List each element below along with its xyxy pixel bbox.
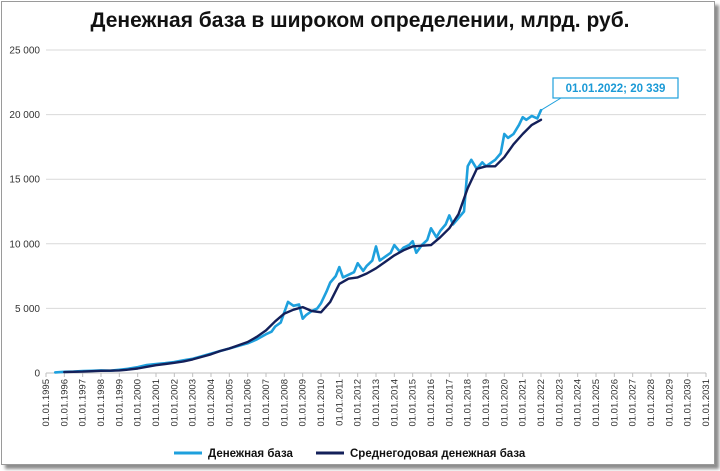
x-tick-label: 01.01.2000 <box>133 379 144 427</box>
y-tick-label: 15 000 <box>9 175 40 186</box>
x-tick-label: 01.01.2025 <box>591 379 602 427</box>
x-tick-label: 01.01.2003 <box>188 379 199 427</box>
x-tick-label: 01.01.2028 <box>646 379 657 427</box>
x-tick-label: 01.01.2023 <box>554 379 565 427</box>
callout-leader <box>540 97 562 111</box>
callout-label: 01.01.2022; 20 339 <box>566 83 666 95</box>
series-lines <box>53 108 543 374</box>
x-tick-label: 01.01.2008 <box>279 379 290 427</box>
series-line-1 <box>63 118 543 374</box>
x-tick-label: 01.01.2030 <box>683 379 694 427</box>
x-tick-label: 01.01.2026 <box>609 379 620 427</box>
x-tick-label: 01.01.2019 <box>481 379 492 427</box>
x-tick-label: 01.01.2004 <box>206 379 217 427</box>
x-tick-label: 01.01.2021 <box>518 379 529 427</box>
x-tick-label: 01.01.2014 <box>389 379 400 427</box>
x-tick-label: 01.01.2020 <box>499 379 510 427</box>
x-tick-label: 01.01.1998 <box>96 379 107 427</box>
x-tick-label: 01.01.2018 <box>463 379 474 427</box>
x-tick-label: 01.01.2012 <box>353 379 364 427</box>
y-tick-label: 25 000 <box>9 46 40 57</box>
y-tick-label: 10 000 <box>9 239 40 250</box>
legend: Денежная база Среднегодовая денежная база <box>174 448 526 460</box>
legend-label-0: Денежная база <box>208 448 294 460</box>
x-tick-label: 01.01.2017 <box>444 379 455 427</box>
x-tick-label: 01.01.1995 <box>41 379 52 427</box>
x-tick-label: 01.01.2016 <box>426 379 437 427</box>
x-tick-label: 01.01.2001 <box>151 379 162 427</box>
series-line-0 <box>53 108 543 374</box>
chart-title: Денежная база в широком определении, млр… <box>90 9 630 32</box>
x-tick-label: 01.01.2022 <box>536 379 547 427</box>
y-tick-label: 0 <box>34 369 40 380</box>
legend-label-1: Среднегодовая денежная база <box>350 448 526 460</box>
x-tick-label: 01.01.2011 <box>334 379 345 426</box>
x-tick-label: 01.01.2005 <box>224 379 235 427</box>
x-tick-label: 01.01.2031 <box>701 379 712 427</box>
x-tick-label: 01.01.2002 <box>169 379 180 427</box>
x-tick-label: 01.01.2007 <box>261 379 272 427</box>
x-tick-label: 01.01.1999 <box>114 379 125 427</box>
x-tick-label: 01.01.2013 <box>371 379 382 427</box>
x-tick-label: 01.01.2015 <box>408 379 419 427</box>
y-tick-label: 20 000 <box>9 110 40 121</box>
x-tick-label: 01.01.2024 <box>573 379 584 427</box>
x-tick-label: 01.01.1996 <box>59 379 70 427</box>
x-tick-labels: 01.01.1995 01.01.1996 01.01.1997 01.01.1998… <box>41 373 712 427</box>
y-tick-labels: 0 5 000 10 000 15 000 20 000 25 000 <box>9 46 40 380</box>
callout-box <box>552 77 679 99</box>
x-tick-label: 01.01.2029 <box>664 379 675 427</box>
x-tick-label: 01.01.2006 <box>243 379 254 427</box>
x-tick-label: 01.01.2010 <box>316 379 327 427</box>
x-tick-label: 01.01.2027 <box>628 379 639 427</box>
x-tick-label: 01.01.1997 <box>78 379 89 427</box>
y-tick-label: 5 000 <box>15 304 40 315</box>
x-tick-label: 01.01.2009 <box>298 379 309 427</box>
value-callout: 01.01.2022; 20 339 <box>540 77 679 111</box>
